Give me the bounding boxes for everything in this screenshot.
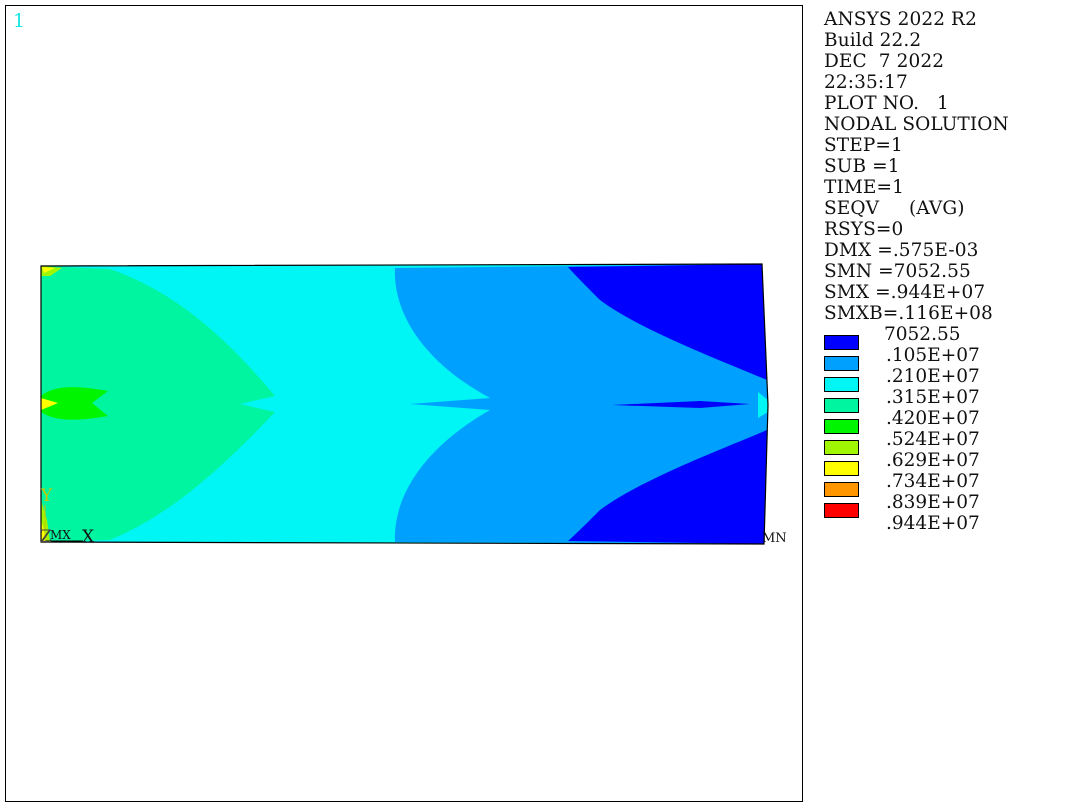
info-line: STEP=1 [824, 135, 903, 156]
axis-y-label: Y [41, 486, 53, 506]
band-dark-blue-sliver [612, 401, 750, 408]
legend-swatch [824, 398, 859, 413]
band-light-green [41, 266, 275, 542]
legend-swatch [824, 503, 859, 518]
info-line: SMX =.944E+07 [824, 282, 986, 303]
info-line: SMXB=.116E+08 [824, 303, 993, 324]
legend-label: .944E+07 [886, 513, 980, 534]
band-cyan-edge [758, 392, 768, 418]
legend-label: .524E+07 [886, 429, 980, 450]
legend-label: .105E+07 [886, 345, 980, 366]
info-line: RSYS=0 [824, 219, 904, 240]
info-line: PLOT NO. 1 [824, 93, 949, 114]
min-marker-label: MN [762, 531, 787, 546]
info-line: DEC 7 2022 [824, 51, 945, 72]
info-line: NODAL SOLUTION [824, 114, 1009, 135]
legend-label: .420E+07 [886, 408, 980, 429]
legend-swatch [824, 482, 859, 497]
band-yellow-top [42, 267, 55, 273]
contour-bands [41, 264, 768, 544]
band-dark-blue-bottom [568, 430, 767, 544]
window-number: 1 [13, 10, 26, 32]
legend-swatch [824, 419, 859, 434]
info-line: TIME=1 [824, 177, 904, 198]
info-line: DMX =.575E-03 [824, 240, 979, 261]
legend-label: .315E+07 [886, 387, 980, 408]
info-line: SEQV (AVG) [824, 198, 965, 219]
info-line: SUB =1 [824, 156, 900, 177]
axis-z-label: Z [40, 527, 52, 547]
band-yellow-mid [41, 398, 58, 410]
legend-label: .629E+07 [886, 450, 980, 471]
beam-outline [40, 263, 769, 545]
legend-label: .734E+07 [886, 471, 980, 492]
info-line: Build 22.2 [824, 30, 922, 51]
legend-min-value: 7052.55 [884, 324, 961, 345]
legend-swatch [824, 356, 859, 371]
legend-swatch [824, 335, 859, 350]
max-marker-label: MX [50, 528, 71, 542]
legend-swatch [824, 461, 859, 476]
legend-label: .210E+07 [886, 366, 980, 387]
info-line: 22:35:17 [824, 72, 908, 93]
legend-swatch [824, 377, 859, 392]
info-line: ANSYS 2022 R2 [824, 9, 977, 30]
legend-swatch [824, 440, 859, 455]
axis-x-label: X [82, 527, 95, 547]
info-line: SMN =7052.55 [824, 261, 971, 282]
band-dark-blue-top [568, 264, 767, 380]
legend-label: .839E+07 [886, 492, 980, 513]
contour-plot[interactable] [0, 0, 805, 805]
plot-info-panel: ANSYS 2022 R2 Build 22.2 DEC 7 2022 22:3… [824, 9, 1009, 324]
band-green [41, 387, 108, 420]
